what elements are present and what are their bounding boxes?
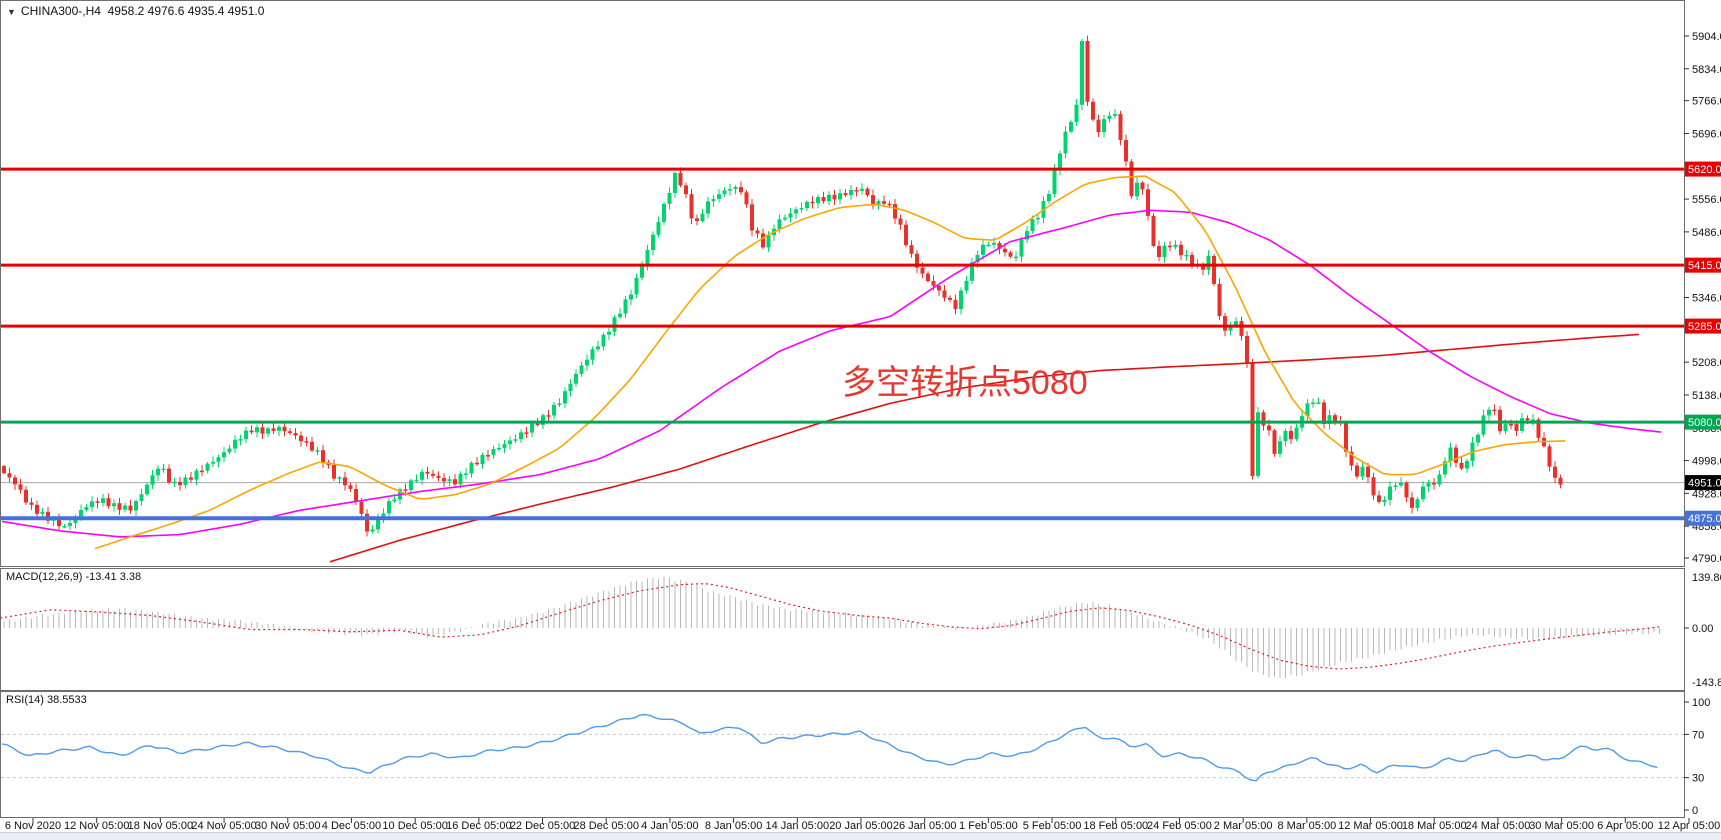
svg-text:4 Dec 05:00: 4 Dec 05:00 — [322, 820, 381, 832]
svg-text:4875.0: 4875.0 — [1688, 513, 1721, 525]
chart-ohlc-values: 4958.2 4976.6 4935.4 4951.0 — [107, 4, 265, 18]
svg-text:5904.0: 5904.0 — [1692, 31, 1721, 43]
svg-text:26 Jan 05:00: 26 Jan 05:00 — [893, 820, 957, 832]
svg-text:5556.0: 5556.0 — [1692, 194, 1721, 206]
svg-text:18 Nov 05:00: 18 Nov 05:00 — [128, 820, 193, 832]
svg-text:139.86: 139.86 — [1692, 572, 1721, 584]
annotation-text: 多空转折点5080 — [842, 364, 1088, 402]
svg-text:5834.0: 5834.0 — [1692, 64, 1721, 76]
svg-text:-143.82: -143.82 — [1692, 677, 1721, 689]
price-axis[interactable]: 5904.0 5834.0 5766.0 5696.0 5556.0 5486.0 5346… — [1684, 31, 1721, 817]
svg-text:12 Apr 05:00: 12 Apr 05:00 — [1658, 820, 1720, 832]
svg-text:12 Mar 05:00: 12 Mar 05:00 — [1338, 820, 1403, 832]
svg-text:5208.0: 5208.0 — [1692, 357, 1721, 369]
svg-text:16 Dec 05:00: 16 Dec 05:00 — [446, 820, 511, 832]
svg-text:100: 100 — [1692, 697, 1710, 709]
svg-text:12 Nov 05:00: 12 Nov 05:00 — [64, 820, 129, 832]
svg-text:5080.0: 5080.0 — [1688, 417, 1721, 429]
svg-text:5620.0: 5620.0 — [1688, 164, 1721, 176]
svg-text:28 Dec 05:00: 28 Dec 05:00 — [574, 820, 639, 832]
window-bottom-strip — [0, 832, 1721, 840]
svg-text:5346.0: 5346.0 — [1692, 292, 1721, 304]
svg-text:6 Nov 2020: 6 Nov 2020 — [5, 820, 61, 832]
svg-text:5486.0: 5486.0 — [1692, 227, 1721, 239]
svg-text:14 Jan 05:00: 14 Jan 05:00 — [765, 820, 829, 832]
svg-text:10 Dec 05:00: 10 Dec 05:00 — [382, 820, 447, 832]
svg-text:18 Feb 05:00: 18 Feb 05:00 — [1083, 820, 1148, 832]
svg-text:24 Feb 05:00: 24 Feb 05:00 — [1147, 820, 1212, 832]
svg-text:30 Nov 05:00: 30 Nov 05:00 — [255, 820, 320, 832]
chart-symbol-period: CHINA300-,H4 — [20, 4, 101, 18]
rsi-panel — [1, 713, 1684, 782]
svg-text:2 Mar 05:00: 2 Mar 05:00 — [1214, 820, 1273, 832]
svg-text:30 Mar 05:00: 30 Mar 05:00 — [1529, 820, 1594, 832]
svg-text:1 Feb 05:00: 1 Feb 05:00 — [959, 820, 1018, 832]
macd-indicator-label: MACD(12,26,9) -13.41 3.38 — [6, 571, 142, 583]
chart-title: ▼ CHINA300-,H4 4958.2 4976.6 4935.4 4951.… — [7, 4, 264, 18]
svg-text:0.00: 0.00 — [1692, 623, 1713, 635]
chevron-down-icon[interactable]: ▼ — [7, 7, 16, 17]
svg-text:4928.0: 4928.0 — [1692, 488, 1721, 500]
svg-text:22 Dec 05:00: 22 Dec 05:00 — [510, 820, 575, 832]
svg-text:5285.0: 5285.0 — [1688, 321, 1721, 333]
svg-text:24 Mar 05:00: 24 Mar 05:00 — [1466, 820, 1531, 832]
svg-text:5 Feb 05:00: 5 Feb 05:00 — [1023, 820, 1082, 832]
svg-text:18 Mar 05:00: 18 Mar 05:00 — [1402, 820, 1467, 832]
macd-panel — [0, 576, 1660, 678]
svg-text:4 Jan 05:00: 4 Jan 05:00 — [641, 820, 699, 832]
moving-averages — [1, 175, 1662, 563]
svg-text:5138.0: 5138.0 — [1692, 390, 1721, 402]
svg-text:24 Nov 05:00: 24 Nov 05:00 — [191, 820, 256, 832]
svg-text:4790.0: 4790.0 — [1692, 553, 1721, 565]
svg-text:8 Jan 05:00: 8 Jan 05:00 — [705, 820, 763, 832]
svg-text:6 Apr 05:00: 6 Apr 05:00 — [1597, 820, 1653, 832]
horizontal-levels[interactable] — [1, 167, 1684, 521]
svg-text:8 Mar 05:00: 8 Mar 05:00 — [1277, 820, 1336, 832]
panel-borders — [0, 0, 1685, 818]
rsi-indicator-label: RSI(14) 38.5533 — [6, 694, 87, 706]
svg-text:30: 30 — [1692, 773, 1704, 785]
svg-text:5696.0: 5696.0 — [1692, 128, 1721, 140]
svg-text:5766.0: 5766.0 — [1692, 96, 1721, 108]
svg-text:70: 70 — [1692, 729, 1704, 741]
svg-text:0: 0 — [1692, 805, 1698, 817]
candles — [2, 35, 1563, 537]
svg-text:5415.0: 5415.0 — [1688, 260, 1721, 272]
svg-text:4951.0: 4951.0 — [1688, 478, 1721, 490]
svg-text:4998.0: 4998.0 — [1692, 456, 1721, 468]
svg-text:20 Jan 05:00: 20 Jan 05:00 — [829, 820, 893, 832]
